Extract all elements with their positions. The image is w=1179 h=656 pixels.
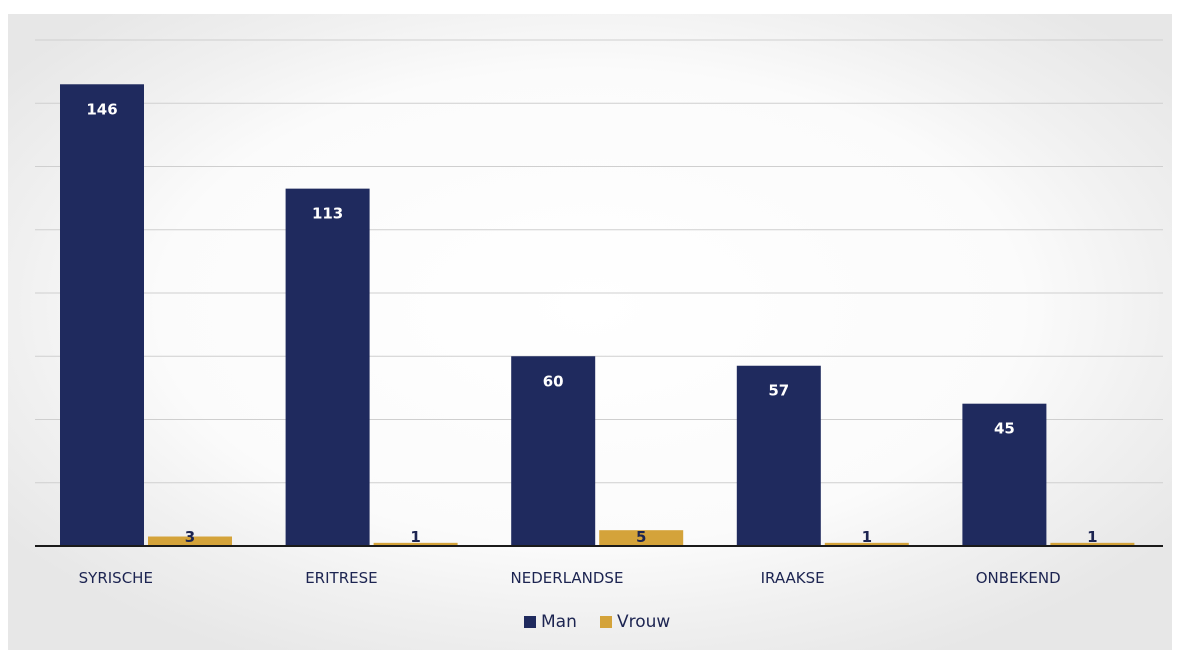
x-tick-label: IRAAKSE (761, 569, 825, 587)
bar-vrouw (148, 536, 232, 546)
bar-vrouw (373, 542, 458, 546)
data-label-man: 60 (543, 372, 564, 390)
bars (60, 84, 1135, 547)
data-label-vrouw: 1 (410, 528, 420, 546)
data-label-man: 146 (86, 100, 117, 118)
man-legend-swatch (524, 616, 536, 628)
x-tick-label: ERITRESE (305, 569, 377, 587)
data-label-man: 57 (768, 382, 789, 400)
legend-label: Vrouw (617, 612, 670, 632)
x-tick-label: SYRISCHE (79, 569, 153, 587)
data-label-vrouw: 1 (1087, 528, 1097, 546)
x-tick-label: ONBEKEND (976, 569, 1061, 587)
data-label-man: 45 (994, 420, 1015, 438)
bar-vrouw (824, 542, 909, 546)
legend: Man Vrouw (524, 612, 670, 632)
data-label-vrouw: 1 (862, 528, 872, 546)
data-label-vrouw: 5 (636, 528, 646, 546)
bar-man (285, 188, 370, 546)
bar-man (511, 356, 596, 546)
data-labels: 146 3 113 1 60 5 57 1 45 1 (86, 100, 1097, 546)
bar-vrouw (599, 530, 684, 546)
bar-vrouw (1050, 542, 1135, 546)
legend-label: Man (541, 612, 577, 632)
bar-man (736, 365, 821, 546)
x-axis: SYRISCHE ERITRESE NEDERLANDSE IRAAKSE ONBEKE… (35, 545, 1163, 587)
x-tick-label: NEDERLANDSE (511, 569, 624, 587)
bar-man (962, 403, 1047, 546)
data-label-vrouw: 3 (185, 528, 195, 546)
top-strip (0, 0, 1179, 10)
data-label-man: 113 (312, 205, 343, 223)
bar-man (60, 84, 144, 547)
vrouw-legend-swatch (600, 616, 612, 628)
